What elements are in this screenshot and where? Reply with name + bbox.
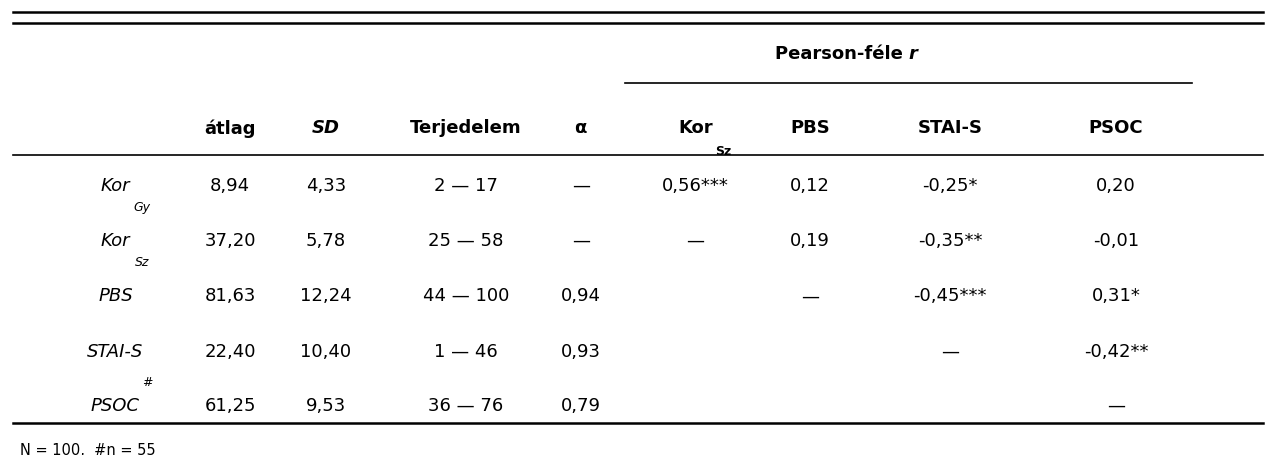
Text: —: — [572, 232, 590, 250]
Text: -0,35**: -0,35** [917, 232, 983, 250]
Text: 0,94: 0,94 [560, 287, 601, 305]
Text: 36 — 76: 36 — 76 [429, 396, 504, 414]
Text: 9,53: 9,53 [305, 396, 346, 414]
Text: —: — [801, 287, 819, 305]
Text: -0,45***: -0,45*** [914, 287, 988, 305]
Text: 22,40: 22,40 [204, 342, 256, 360]
Text: 1 — 46: 1 — 46 [434, 342, 498, 360]
Text: 8,94: 8,94 [211, 177, 250, 194]
Text: 0,12: 0,12 [790, 177, 829, 194]
Text: 25 — 58: 25 — 58 [429, 232, 504, 250]
Text: átlag: átlag [204, 119, 256, 137]
Text: 0,79: 0,79 [560, 396, 601, 414]
Text: Sz: Sz [716, 145, 731, 158]
Text: PSOC: PSOC [91, 396, 140, 414]
Text: Kor: Kor [101, 177, 130, 194]
Text: Pearson-féle: Pearson-féle [775, 45, 909, 63]
Text: PBS: PBS [790, 119, 829, 137]
Text: 10,40: 10,40 [300, 342, 351, 360]
Text: —: — [686, 232, 704, 250]
Text: r: r [909, 45, 917, 63]
Text: STAI-S: STAI-S [917, 119, 983, 137]
Text: Terjedelem: Terjedelem [410, 119, 522, 137]
Text: Kor: Kor [678, 119, 713, 137]
Text: 81,63: 81,63 [204, 287, 255, 305]
Text: STAI-S: STAI-S [87, 342, 143, 360]
Text: SD: SD [311, 119, 339, 137]
Text: —: — [572, 177, 590, 194]
Text: #: # [142, 375, 153, 388]
Text: —: — [942, 342, 960, 360]
Text: -0,01: -0,01 [1094, 232, 1139, 250]
Text: 4,33: 4,33 [305, 177, 346, 194]
Text: -0,25*: -0,25* [923, 177, 977, 194]
Text: Gy: Gy [134, 200, 151, 213]
Text: 44 — 100: 44 — 100 [422, 287, 509, 305]
Text: —: — [1108, 396, 1125, 414]
Text: 0,20: 0,20 [1096, 177, 1136, 194]
Text: α: α [574, 119, 587, 137]
Text: Sz: Sz [135, 255, 149, 268]
Text: 2 — 17: 2 — 17 [434, 177, 498, 194]
Text: 0,93: 0,93 [560, 342, 601, 360]
Text: 12,24: 12,24 [300, 287, 351, 305]
Text: 0,56***: 0,56*** [662, 177, 729, 194]
Text: 0,19: 0,19 [790, 232, 829, 250]
Text: -0,42**: -0,42** [1083, 342, 1148, 360]
Text: N = 100,  #n = 55: N = 100, #n = 55 [20, 442, 156, 455]
Text: 37,20: 37,20 [204, 232, 256, 250]
Text: 61,25: 61,25 [204, 396, 256, 414]
Text: 5,78: 5,78 [306, 232, 346, 250]
Text: Kor: Kor [101, 232, 130, 250]
Text: 0,31*: 0,31* [1091, 287, 1141, 305]
Text: PBS: PBS [98, 287, 133, 305]
Text: PSOC: PSOC [1088, 119, 1143, 137]
